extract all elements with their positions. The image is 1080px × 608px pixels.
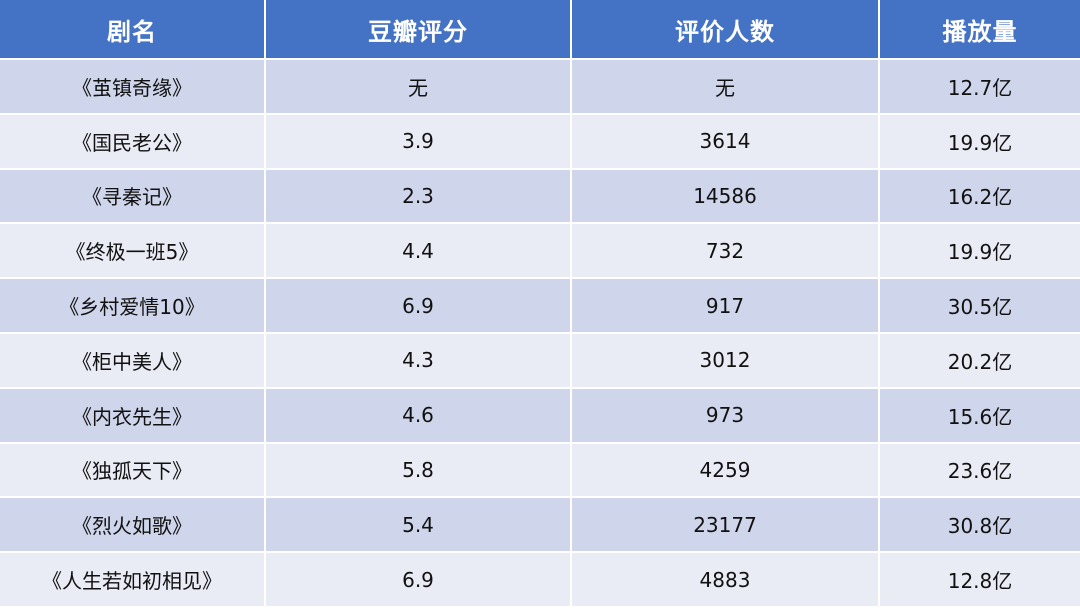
cell-drama-name: 《国民老公》 xyxy=(0,114,266,170)
cell-play-count: 12.7亿 xyxy=(880,60,1080,115)
cell-drama-name: 《柜中美人》 xyxy=(0,333,266,389)
cell-review-count: 917 xyxy=(572,279,880,334)
cell-douban-score: 5.4 xyxy=(266,498,572,554)
header-douban-score: 豆瓣评分 xyxy=(266,0,572,60)
header-play-count: 播放量 xyxy=(880,0,1080,60)
cell-play-count: 15.6亿 xyxy=(880,388,1080,444)
cell-douban-score: 3.9 xyxy=(266,114,572,170)
cell-douban-score: 5.8 xyxy=(266,443,572,499)
header-drama-name: 剧名 xyxy=(0,0,266,60)
cell-drama-name: 《茧镇奇缘》 xyxy=(0,60,266,115)
cell-play-count: 16.2亿 xyxy=(880,169,1080,225)
header-review-count: 评价人数 xyxy=(572,0,880,60)
cell-review-count: 14586 xyxy=(572,169,880,225)
cell-play-count: 30.5亿 xyxy=(880,279,1080,334)
cell-drama-name: 《终极一班5》 xyxy=(0,224,266,280)
cell-douban-score: 6.9 xyxy=(266,553,572,608)
cell-drama-name: 《内衣先生》 xyxy=(0,388,266,444)
cell-review-count: 4259 xyxy=(572,443,880,499)
cell-review-count: 4883 xyxy=(572,553,880,608)
cell-drama-name: 《独孤天下》 xyxy=(0,443,266,499)
cell-review-count: 23177 xyxy=(572,498,880,554)
cell-douban-score: 2.3 xyxy=(266,169,572,225)
cell-review-count: 3012 xyxy=(572,333,880,389)
cell-play-count: 30.8亿 xyxy=(880,498,1080,554)
cell-review-count: 3614 xyxy=(572,114,880,170)
cell-douban-score: 6.9 xyxy=(266,279,572,334)
cell-review-count: 无 xyxy=(572,60,880,115)
cell-douban-score: 无 xyxy=(266,60,572,115)
cell-drama-name: 《乡村爱情10》 xyxy=(0,279,266,334)
cell-play-count: 19.9亿 xyxy=(880,114,1080,170)
cell-review-count: 973 xyxy=(572,388,880,444)
cell-play-count: 23.6亿 xyxy=(880,443,1080,499)
cell-douban-score: 4.6 xyxy=(266,388,572,444)
cell-drama-name: 《寻秦记》 xyxy=(0,169,266,225)
cell-play-count: 12.8亿 xyxy=(880,553,1080,608)
cell-drama-name: 《烈火如歌》 xyxy=(0,498,266,554)
cell-review-count: 732 xyxy=(572,224,880,280)
cell-drama-name: 《人生若如初相见》 xyxy=(0,553,266,608)
cell-play-count: 20.2亿 xyxy=(880,333,1080,389)
cell-play-count: 19.9亿 xyxy=(880,224,1080,280)
cell-douban-score: 4.4 xyxy=(266,224,572,280)
cell-douban-score: 4.3 xyxy=(266,333,572,389)
